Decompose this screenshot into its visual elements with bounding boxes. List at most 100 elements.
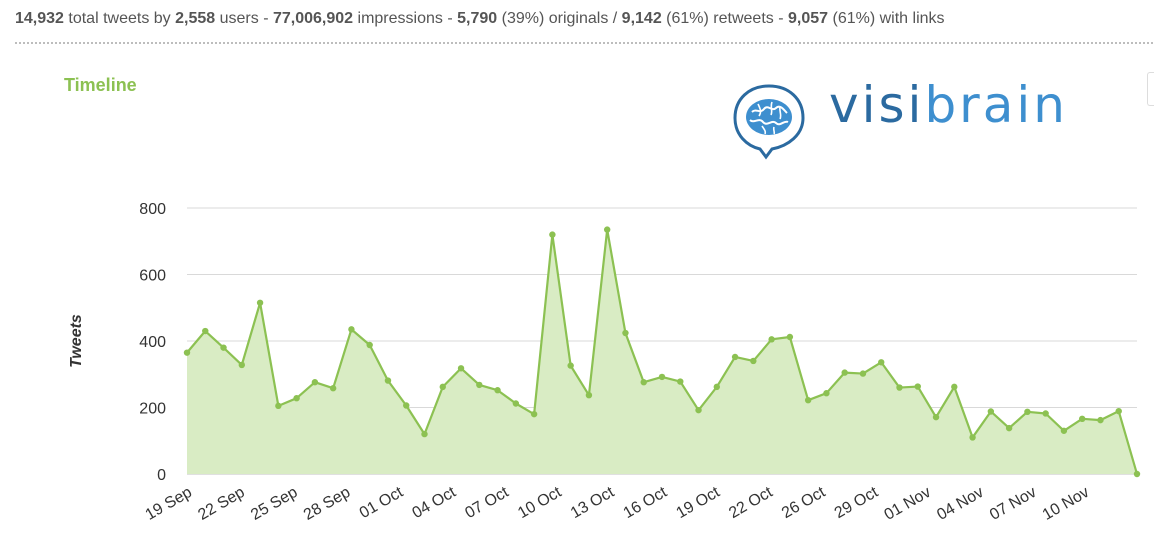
data-point [1024,408,1031,416]
data-point [457,365,465,372]
data-point [987,408,995,415]
data-point [585,391,593,399]
data-point [311,379,319,386]
logo-text-brain: brain [924,76,1068,134]
data-point [494,387,501,394]
data-point [786,333,794,341]
x-tick-label: 04 Nov [934,484,986,524]
data-point [1133,470,1141,478]
logo-wordmark: visibrain [829,76,1068,134]
stat-originals-label: (39%) originals / [501,10,618,27]
data-point [859,370,867,377]
data-point [1097,416,1104,424]
dotted-divider [15,42,1153,44]
data-point [293,394,300,402]
stat-originals: 5,790 [457,10,498,27]
data-point [603,226,611,233]
y-tick-label: 600 [139,268,166,285]
data-point [1060,427,1068,434]
data-point [695,406,702,414]
data-point [329,385,337,392]
data-point [384,377,392,384]
data-point [275,402,282,410]
stat-impressions-label: impressions - [357,10,453,27]
stat-links-label: (61%) with links [832,10,945,27]
data-point [841,369,848,376]
x-tick-label: 29 Oct [832,483,882,522]
stat-impressions: 77,006,902 [272,10,354,27]
x-tick-label: 07 Nov [987,484,1039,524]
data-point [804,396,812,404]
data-point [348,326,355,333]
x-tick-label: 01 Oct [357,483,407,522]
x-axis-ticks: 19 Sep 22 Sep 25 Sep 28 Sep 01 Oct 04 Oct 07 O… [143,483,1093,523]
data-point [969,434,976,441]
data-point [932,413,940,421]
data-point [366,341,373,349]
x-tick-label: 10 Nov [1040,484,1092,524]
stats-summary: 14,932 total tweets by 2,558 users - 77,… [15,10,945,28]
y-axis-ticks: 0 200 400 600 800 [139,201,166,484]
data-point [878,359,885,366]
data-point [549,231,556,238]
data-point [202,327,209,335]
y-tick-label: 200 [139,401,166,418]
chart-area-fill [187,229,1137,474]
stat-retweets: 9,142 [621,10,662,27]
x-tick-label: 07 Oct [462,483,512,522]
data-point [658,373,666,381]
data-point [183,349,191,356]
data-point [1115,407,1122,415]
data-point [439,383,446,391]
stat-users: 2,558 [175,10,216,27]
data-point [713,383,721,391]
data-point [1042,410,1049,417]
x-tick-label: 19 Sep [143,484,196,524]
x-tick-label: 01 Nov [881,484,933,524]
visibrain-logo: visibrain [732,76,1102,162]
data-point [1078,415,1086,423]
data-point [823,390,830,397]
x-tick-label: 10 Oct [515,483,565,522]
x-tick-label: 26 Oct [779,483,829,522]
data-point [951,383,958,391]
stat-total-tweets: 14,932 [15,10,64,27]
y-tick-label: 400 [139,334,166,351]
data-point [896,384,903,391]
stat-total-tweets-label: total tweets by [68,10,171,27]
brain-speech-bubble-icon [733,84,805,160]
data-point [421,430,428,438]
data-point [403,402,410,409]
logo-text-visi: visi [829,76,925,134]
data-point [622,329,629,337]
data-point [677,378,684,385]
data-point [914,383,921,390]
data-point [640,379,647,386]
x-tick-label: 04 Oct [410,483,460,522]
data-point [530,410,538,418]
chart-points [183,226,1141,478]
data-point [768,336,775,343]
data-point [220,344,227,351]
x-tick-label: 25 Sep [248,484,301,524]
stat-links: 9,057 [788,10,829,27]
data-point [567,362,574,369]
data-point [750,357,757,365]
x-tick-label: 19 Oct [673,483,723,522]
data-point [256,299,264,306]
stat-users-label: users - [219,10,269,27]
x-tick-label: 13 Oct [568,483,618,522]
panel-edge [1147,72,1154,106]
section-title: Timeline [64,75,137,95]
x-tick-label: 16 Oct [621,483,671,522]
y-axis-label: Tweets [68,314,85,368]
data-point [476,381,483,389]
data-point [1005,424,1013,432]
y-tick-label: 0 [157,467,166,484]
stat-retweets-label: (61%) retweets - [666,10,784,27]
x-tick-label: 22 Oct [726,483,776,522]
data-point [731,353,739,361]
data-point [238,361,246,369]
x-tick-label: 28 Sep [301,484,354,524]
